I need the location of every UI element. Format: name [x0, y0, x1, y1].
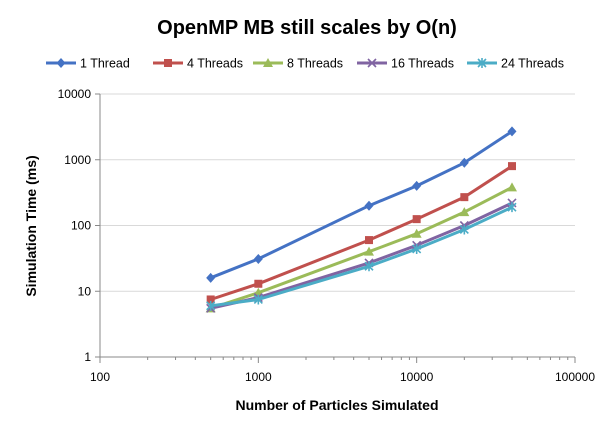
data-point-triangle: [411, 228, 422, 238]
data-point-star: [253, 294, 263, 305]
data-point-diamond: [253, 253, 263, 264]
data-point-star: [459, 224, 469, 235]
legend-item: 4 Threads: [153, 57, 243, 71]
legend-item: 8 Threads: [253, 57, 343, 71]
x-tick-label: 1000: [245, 370, 272, 384]
x-axis-title: Number of Particles Simulated: [235, 397, 438, 413]
data-point-square: [507, 162, 516, 171]
data-point-star: [477, 58, 487, 68]
series-group: [206, 162, 516, 304]
legend-item: 16 Threads: [357, 57, 454, 71]
plot-area: [205, 126, 517, 313]
data-point-square: [164, 59, 172, 67]
y-tick-label: 1: [84, 350, 91, 364]
y-axis-title: Simulation Time (ms): [23, 155, 39, 296]
data-point-diamond: [364, 200, 374, 211]
data-point-star: [364, 261, 374, 272]
data-point-diamond: [206, 272, 216, 283]
data-point-triangle: [506, 182, 517, 192]
series-group: [206, 126, 517, 283]
x-tick-label: 100: [90, 370, 110, 384]
series-group: [206, 202, 517, 311]
gridlines: [100, 93, 575, 292]
y-tick-label: 10: [78, 284, 92, 298]
x-tick-label: 100000: [555, 370, 595, 384]
tick-labels: 1 10 100 1000 10000 100 1000 10000 100000: [58, 87, 596, 384]
data-point-triangle: [364, 246, 375, 256]
axes: [95, 93, 576, 363]
data-point-square: [254, 279, 263, 288]
data-point-square: [365, 236, 374, 245]
data-point-star: [412, 243, 422, 254]
data-point-triangle: [263, 58, 273, 67]
legend-label: 8 Threads: [287, 57, 343, 71]
x-tick-label: 10000: [400, 370, 434, 384]
data-point-square: [206, 295, 215, 304]
legend-label: 4 Threads: [187, 57, 243, 71]
data-point-triangle: [459, 207, 470, 217]
data-point-diamond: [459, 157, 469, 168]
y-tick-label: 10000: [58, 87, 92, 101]
legend-label: 1 Thread: [80, 57, 130, 71]
legend: 1 Thread 4 Threads 8 Threads 16 Threads 24 T…: [46, 57, 564, 71]
legend-label: 24 Threads: [501, 57, 564, 71]
data-point-square: [460, 193, 469, 202]
series-line: [210, 205, 513, 308]
data-point-x: [367, 58, 377, 68]
legend-label: 16 Threads: [391, 57, 454, 71]
series-line: [210, 164, 513, 301]
y-tick-label: 100: [71, 219, 91, 233]
data-point-star: [507, 202, 517, 213]
data-point-diamond: [56, 58, 66, 68]
legend-item: 24 Threads: [467, 57, 564, 71]
data-point-star: [206, 300, 216, 311]
series-group: [205, 182, 517, 313]
data-point-square: [412, 215, 421, 224]
data-point-diamond: [412, 180, 422, 191]
series-line: [210, 130, 513, 280]
data-point-diamond: [507, 126, 517, 137]
legend-item: 1 Thread: [46, 57, 130, 71]
y-tick-label: 1000: [64, 153, 91, 167]
chart-title: OpenMP MB still scales by O(n): [157, 17, 457, 39]
series-line: [210, 186, 513, 310]
